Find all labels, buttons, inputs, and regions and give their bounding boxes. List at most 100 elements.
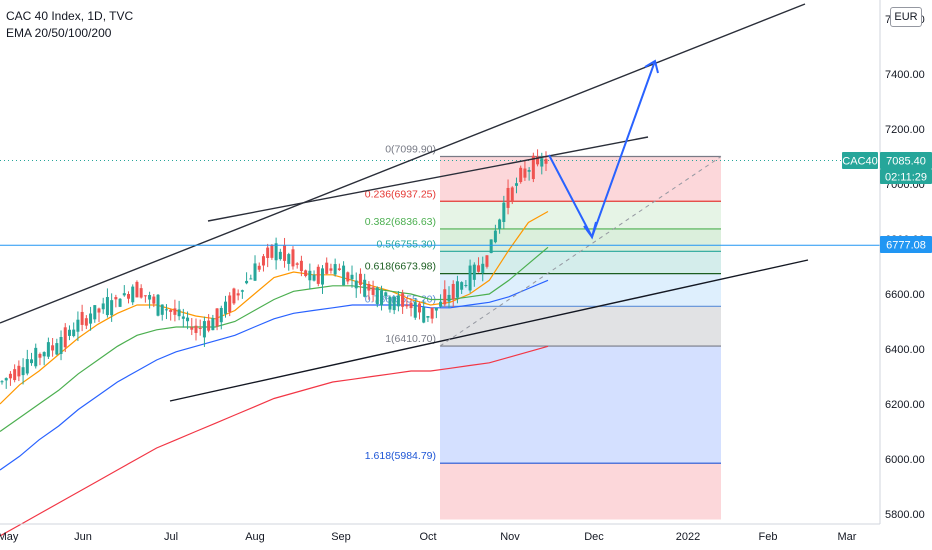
candle-body: [439, 301, 443, 307]
candle-body: [299, 260, 303, 272]
fib-zone: [440, 228, 721, 252]
candle-body: [388, 296, 392, 310]
arrow-head-up: [644, 59, 659, 74]
price-tick: 6600.00: [885, 289, 925, 301]
candle-body: [0, 381, 4, 383]
candle-body: [350, 274, 354, 280]
candle-body: [502, 202, 506, 222]
candle-body: [93, 305, 97, 320]
candle-body: [342, 265, 346, 286]
candle-body: [363, 279, 367, 297]
candle-body: [194, 325, 198, 333]
ema50-line: [0, 246, 549, 432]
indicator-title[interactable]: EMA 20/50/100/200: [6, 26, 112, 40]
candle-body: [198, 328, 202, 330]
candle-body: [55, 343, 59, 355]
candle-body: [8, 373, 12, 379]
time-tick: Oct: [419, 531, 436, 543]
candle-body: [76, 319, 80, 332]
candle-body: [308, 270, 312, 281]
candle-body: [295, 263, 299, 265]
candle-body: [514, 183, 518, 186]
candle-body: [4, 378, 8, 381]
candle-body: [173, 308, 177, 315]
candle-body: [523, 168, 527, 178]
fib-trend-line: [439, 156, 722, 347]
price-tick: 6000.00: [885, 454, 925, 466]
candle-body: [283, 245, 287, 261]
time-tick: Mar: [838, 531, 857, 543]
candle-body: [371, 287, 375, 295]
candlesticks: [0, 149, 548, 389]
time-tick: Sep: [331, 531, 351, 543]
last-price-tag: 7085.40: [886, 156, 926, 168]
candle-body: [164, 309, 168, 311]
candle-body: [143, 295, 147, 297]
candle-body: [312, 274, 316, 281]
candle-body: [211, 317, 215, 331]
candle-body: [304, 270, 308, 276]
candle-body: [38, 353, 42, 358]
candle-body: [375, 287, 379, 305]
candle-body: [477, 265, 481, 272]
last-price-tag-bg: [880, 152, 932, 169]
candle-body: [451, 283, 455, 300]
fib-level-label: 1(6410.70): [385, 333, 436, 345]
candle-body: [472, 264, 476, 280]
countdown-tag: 02:11:29: [885, 172, 927, 184]
candle-body: [443, 289, 447, 305]
symbol-price-tag: CAC40: [842, 156, 877, 168]
candle-body: [434, 307, 438, 311]
candle-body: [464, 285, 468, 287]
candle-body: [118, 298, 122, 307]
candle-body: [320, 268, 324, 285]
candle-body: [42, 352, 46, 357]
candle-body: [181, 316, 185, 319]
candle-body: [417, 303, 421, 313]
candle-body: [358, 273, 362, 285]
candle-body: [89, 313, 93, 324]
drawings[interactable]: [0, 3, 880, 402]
price-tick: 5800.00: [885, 509, 925, 521]
candle-body: [455, 281, 459, 298]
time-tick: May: [0, 531, 19, 543]
time-tick: Aug: [245, 531, 265, 543]
hline-price-tag: 6777.08: [886, 240, 926, 252]
candle-body: [447, 294, 451, 302]
candle-body: [422, 307, 426, 323]
time-tick: Jun: [74, 531, 92, 543]
candle-body: [329, 268, 333, 271]
candle-body: [270, 244, 274, 258]
fib-zone: [440, 156, 721, 202]
currency-button[interactable]: EUR: [890, 7, 922, 27]
candle-body: [34, 347, 38, 367]
candle-body: [405, 304, 409, 307]
symbol-title[interactable]: CAC 40 Index, 1D, TVC: [6, 9, 134, 23]
candle-body: [337, 268, 341, 271]
candle-body: [63, 327, 67, 348]
candle-body: [224, 301, 228, 314]
candle-body: [506, 187, 510, 208]
time-tick: 2022: [676, 531, 700, 543]
time-tick: Nov: [500, 531, 520, 543]
candle-body: [13, 369, 17, 381]
symbol-price-tag-bg: [842, 152, 878, 169]
candle-body: [139, 288, 143, 298]
candle-body: [401, 293, 405, 307]
candle-body: [245, 280, 249, 284]
candle-body: [430, 307, 434, 319]
candle-body: [84, 318, 88, 326]
candle-body: [291, 249, 295, 267]
candle-body: [481, 263, 485, 273]
candle-body: [536, 156, 540, 165]
candle-body: [257, 265, 261, 270]
candle-body: [232, 288, 236, 304]
candle-body: [228, 295, 232, 313]
candle-body: [413, 302, 417, 318]
fib-zone: [440, 463, 721, 520]
candle-body: [80, 311, 84, 325]
candle-body: [72, 329, 76, 337]
candle-body: [105, 297, 109, 316]
price-scale-panel: [880, 0, 932, 550]
